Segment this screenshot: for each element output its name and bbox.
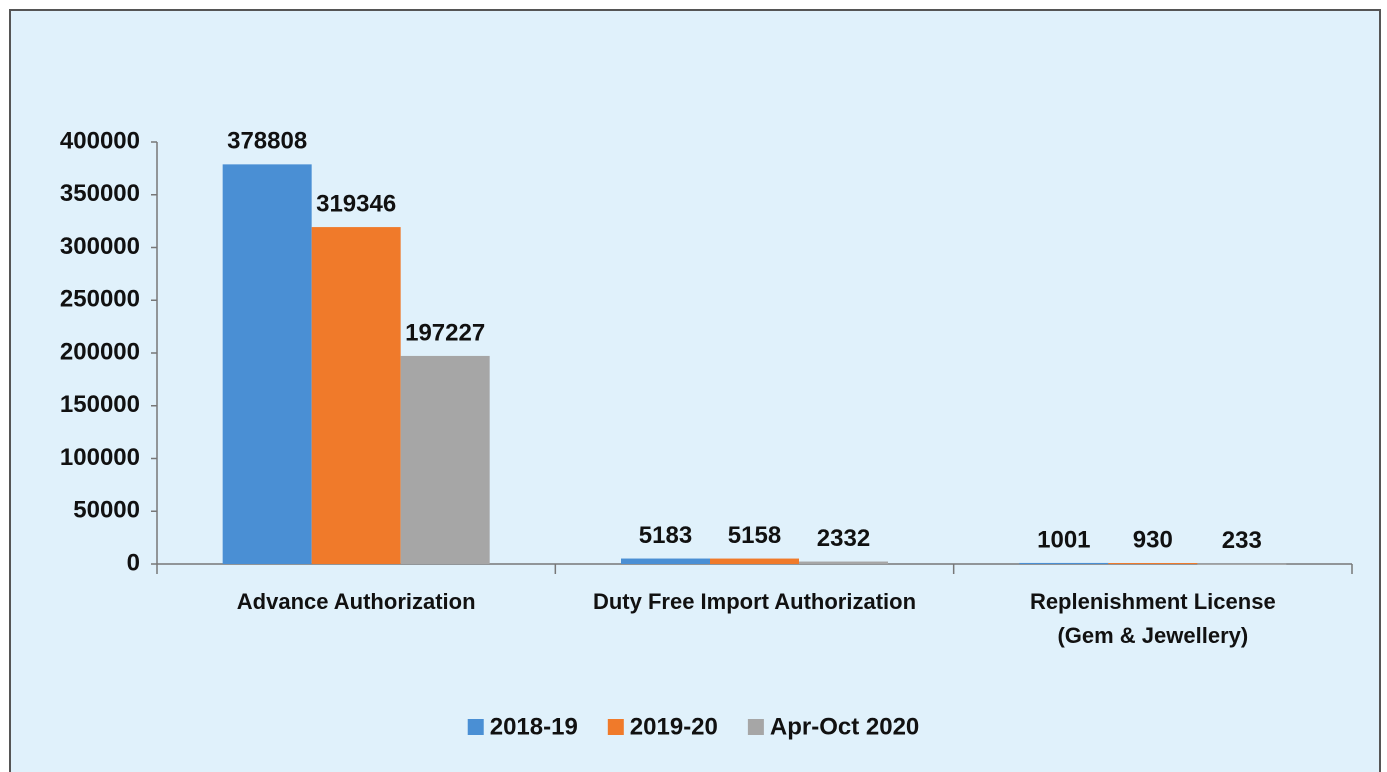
value-label: 5183 <box>639 522 692 549</box>
value-label: 319346 <box>316 190 396 217</box>
legend-label: Apr-Oct 2020 <box>770 713 919 740</box>
bar <box>710 558 799 564</box>
y-tick-label: 350000 <box>60 180 140 207</box>
value-label: 2332 <box>817 525 870 552</box>
bar <box>1108 563 1198 565</box>
y-tick-label: 100000 <box>60 444 140 471</box>
y-tick-label: 200000 <box>60 338 140 365</box>
bar <box>400 355 490 564</box>
bar <box>1197 563 1287 565</box>
value-label: 5158 <box>728 522 781 549</box>
y-tick-label: 300000 <box>60 233 140 260</box>
x-tick-label: Duty Free Import Authorization <box>592 589 917 614</box>
x-tick-label: Advance Authorization <box>236 589 476 614</box>
y-tick-label: 50000 <box>73 497 140 524</box>
legend-swatch <box>747 719 764 735</box>
value-label: 1001 <box>1037 526 1090 553</box>
value-label: 197227 <box>405 319 485 346</box>
bar <box>222 164 312 565</box>
y-tick-label: 400000 <box>60 127 140 154</box>
bar <box>311 227 401 564</box>
legend-swatch <box>607 719 624 735</box>
bar <box>799 561 888 564</box>
legend-label: 2018-19 <box>490 713 578 740</box>
value-label: 930 <box>1133 526 1173 553</box>
bar <box>1019 562 1109 564</box>
value-label: 378808 <box>227 128 307 155</box>
legend-swatch <box>467 719 484 735</box>
bar <box>621 558 710 564</box>
legend-label: 2019-20 <box>630 713 718 740</box>
x-tick-label: Replenishment License (Gem & Jewellery) <box>1029 589 1276 648</box>
value-label: 233 <box>1222 527 1262 554</box>
y-tick-label: 150000 <box>60 391 140 418</box>
y-tick-label: 250000 <box>60 286 140 313</box>
y-tick-label: 0 <box>127 549 140 576</box>
